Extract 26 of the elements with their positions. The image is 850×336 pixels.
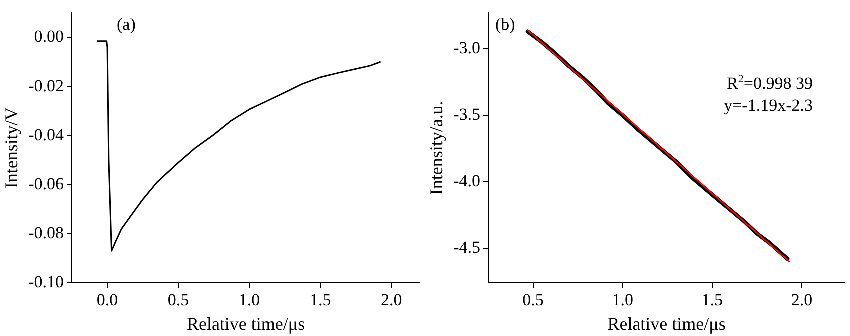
y-tick-label: -0.08 xyxy=(28,223,64,242)
x-tick-label: 1.0 xyxy=(238,290,260,310)
y-tick-label: -3.5 xyxy=(454,105,481,124)
annotation: (b) xyxy=(496,15,516,34)
y-tick-label: -4.0 xyxy=(454,171,481,190)
x-tick-label: 0.5 xyxy=(168,290,190,310)
y-tick-label: -0.04 xyxy=(28,125,64,144)
x-tick-label: 2.0 xyxy=(791,290,813,310)
y-axis-title: Intensity/V xyxy=(2,108,22,189)
x-tick-label: 2.0 xyxy=(380,290,402,310)
x-tick-label: 0.5 xyxy=(522,290,544,310)
x-tick-label: 1.5 xyxy=(702,290,724,310)
annotation: (a) xyxy=(117,15,136,34)
y-tick-label: -3.0 xyxy=(454,38,481,58)
y-tick-label: -0.06 xyxy=(28,174,64,194)
y-tick-label: 0.00 xyxy=(34,27,64,46)
y-tick-label: -0.02 xyxy=(28,76,64,96)
x-tick-label: 1.0 xyxy=(612,290,634,310)
x-axis-title: Relative time/μs xyxy=(186,314,306,334)
y-axis-title: Intensity/a.u. xyxy=(426,101,447,196)
x-tick-label: 1.5 xyxy=(310,290,332,310)
annotation: y=-1.19x-2.3 xyxy=(724,96,814,116)
x-axis-title: Relative time/μs xyxy=(608,314,726,334)
x-tick-label: 0.0 xyxy=(96,290,118,310)
y-tick-label: -0.10 xyxy=(28,272,64,292)
y-tick-label: -4.5 xyxy=(454,238,481,257)
